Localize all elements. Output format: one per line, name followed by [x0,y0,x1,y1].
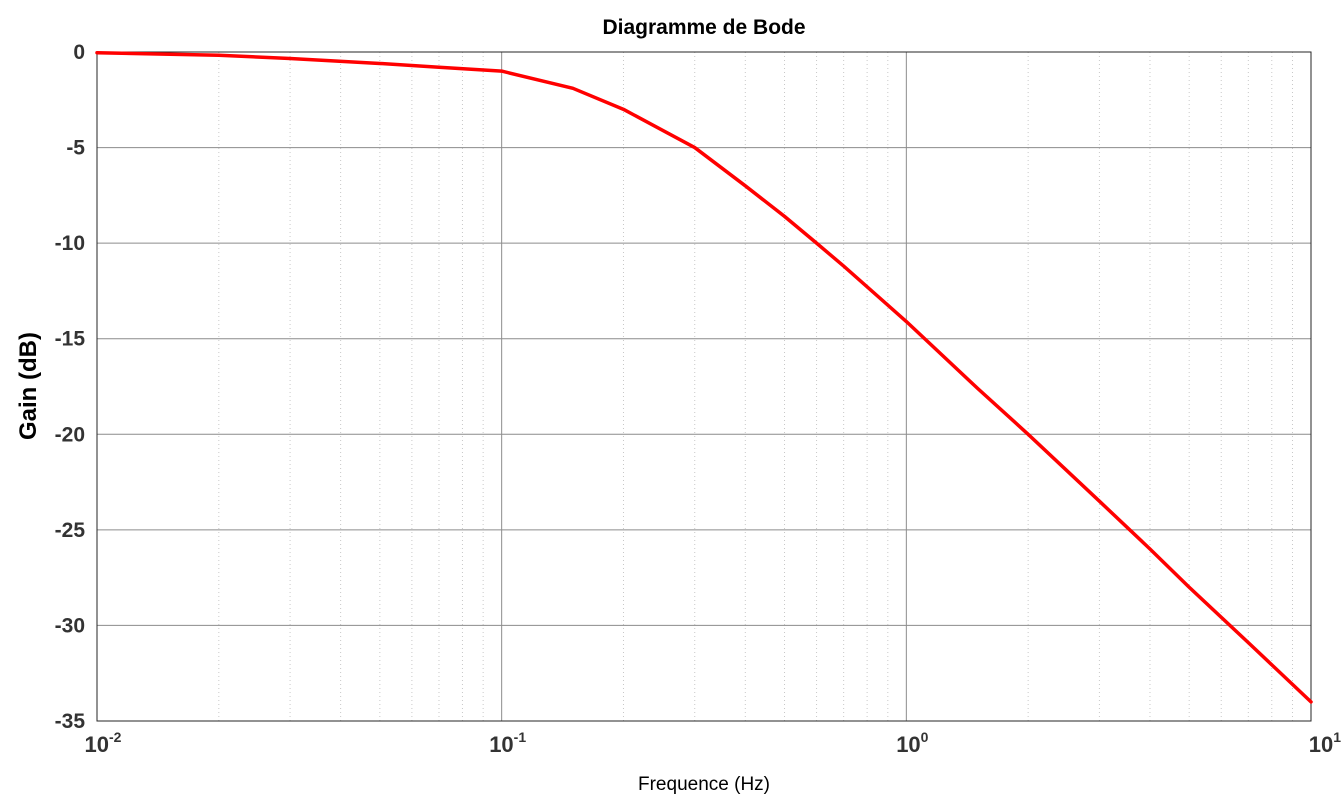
y-tick-label: -30 [55,614,85,637]
x-tick-label: 10-1 [489,729,526,757]
x-tick-labels: 10-2 10-1 100 101 [85,729,1342,757]
plot-background [97,52,1311,721]
x-tick-label: 101 [1309,729,1341,757]
y-tick-label: -10 [55,232,85,255]
series-layer [95,51,1313,704]
y-tick-label: -15 [55,328,86,351]
x-tick-label: 10-2 [85,729,122,757]
y-tick-label: -35 [55,710,86,733]
x-tick-label: 100 [896,729,928,757]
x-axis-label: Frequence (Hz) [638,774,770,795]
y-tick-label: -20 [55,423,85,446]
y-tick-label: 0 [73,41,85,64]
plot-frame [96,51,1312,722]
y-tick-label: -5 [66,137,85,160]
y-tick-label: -25 [55,519,86,542]
y-axis-label: Gain (dB) [15,332,42,440]
chart-title: Diagramme de Bode [602,16,805,39]
series-line-1 [95,51,1313,704]
y-tick-labels: 0 -5 -10 -15 -20 -25 -30 -35 [55,41,86,733]
